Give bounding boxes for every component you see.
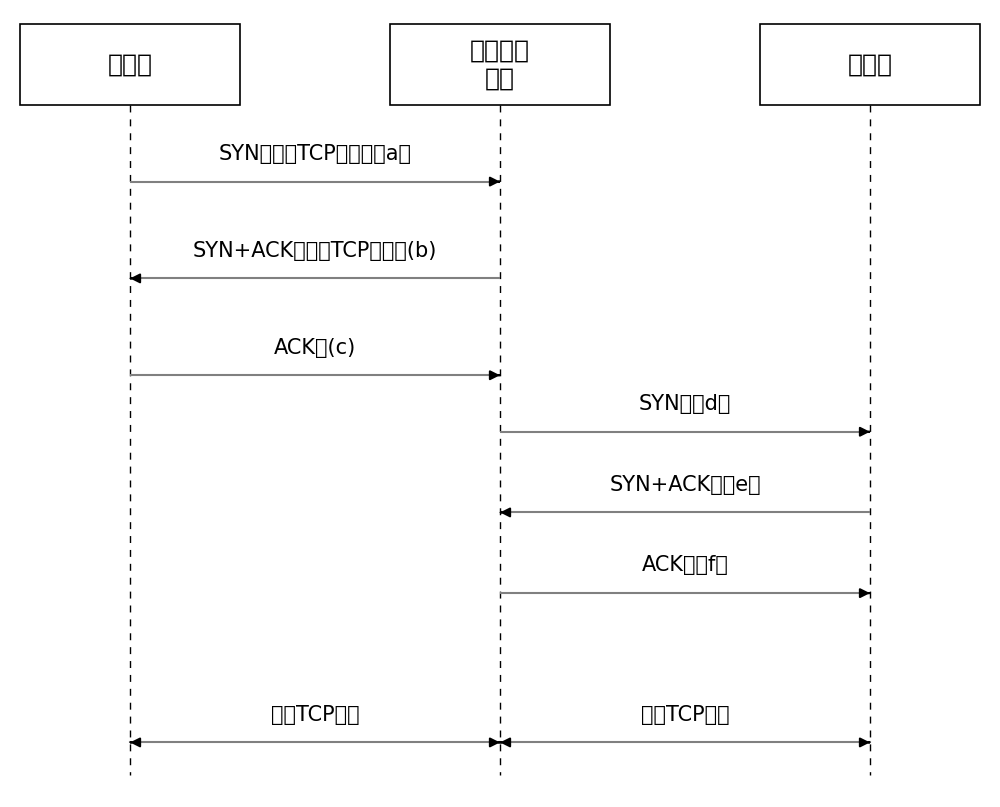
Text: 第一TCP连接: 第一TCP连接 [271, 705, 359, 725]
Text: ACK包(c): ACK包(c) [274, 337, 356, 358]
Text: SYN+ACK包（e）: SYN+ACK包（e） [609, 475, 761, 495]
Bar [760, 24, 980, 105]
Text: 第二TCP连接: 第二TCP连接 [641, 705, 729, 725]
Bar [20, 24, 240, 105]
Text: 客户端: 客户端 [108, 52, 152, 77]
Text: ACK包（f）: ACK包（f） [642, 555, 728, 575]
Text: SYN包（带TCP选项）（a）: SYN包（带TCP选项）（a） [218, 144, 412, 164]
Text: SYN包（d）: SYN包（d） [639, 394, 731, 414]
Text: 服务器: 服务器 [848, 52, 893, 77]
Text: 流量管理
设备: 流量管理 设备 [470, 39, 530, 90]
Bar [390, 24, 610, 105]
Text: SYN+ACK包（带TCP选项）(b): SYN+ACK包（带TCP选项）(b) [193, 240, 437, 261]
